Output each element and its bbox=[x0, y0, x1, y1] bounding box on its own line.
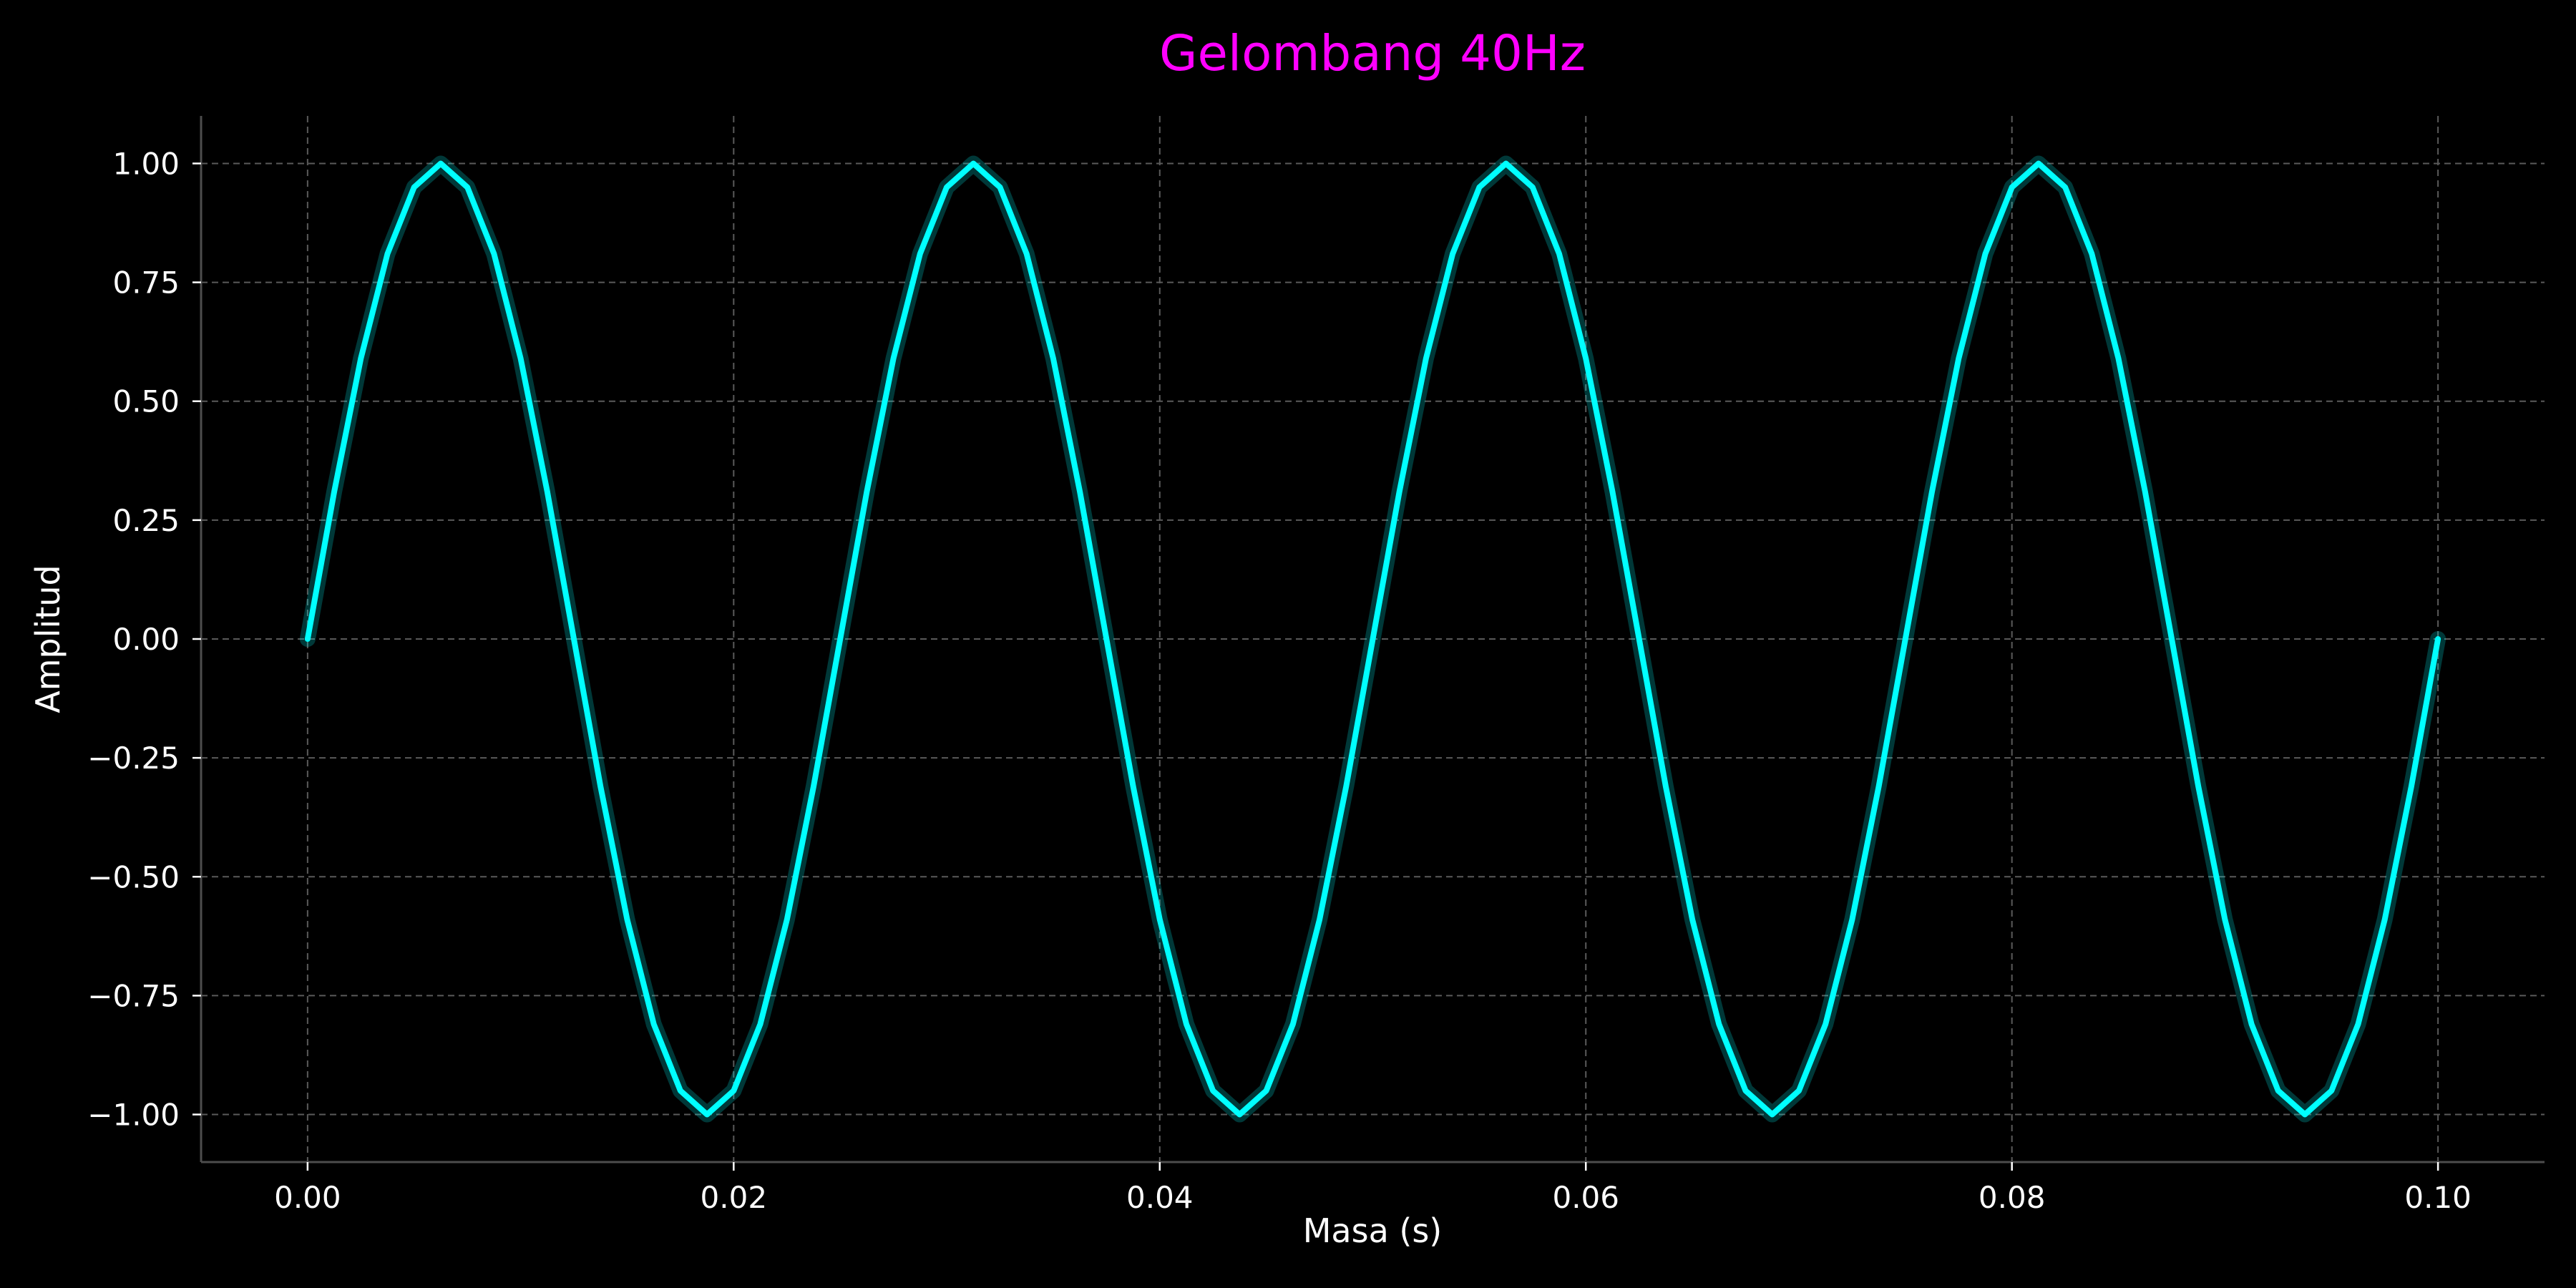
x-tick-label: 0.08 bbox=[1979, 1180, 2046, 1215]
y-tick-label: −0.25 bbox=[87, 741, 180, 776]
x-tick-label: 0.10 bbox=[2404, 1180, 2472, 1215]
y-tick-label: 0.75 bbox=[112, 265, 180, 301]
y-tick-label: −0.75 bbox=[87, 978, 180, 1013]
x-axis-label: Masa (s) bbox=[1303, 1211, 1443, 1250]
y-axis-label: Amplitud bbox=[29, 565, 67, 713]
y-tick-label: 1.00 bbox=[112, 146, 180, 181]
x-tick-label: 0.04 bbox=[1126, 1180, 1194, 1215]
series-line bbox=[304, 160, 2441, 1118]
chart-title: Gelombang 40Hz bbox=[1159, 25, 1586, 82]
y-tick-label: −1.00 bbox=[87, 1098, 180, 1133]
x-tick-label: 0.00 bbox=[274, 1180, 341, 1215]
grid bbox=[201, 116, 2545, 1162]
x-tick-label: 0.02 bbox=[701, 1180, 768, 1215]
y-tick-label: 0.25 bbox=[112, 503, 180, 538]
ticks: 0.00 0.02 0.04 0.06 0.08 0.10 1.00 0.75 0.50 0.25… bbox=[87, 146, 2472, 1215]
y-tick-label: −0.50 bbox=[87, 859, 180, 894]
y-tick-label: 0.50 bbox=[112, 384, 180, 419]
y-tick-label: 0.00 bbox=[112, 622, 180, 657]
x-tick-label: 0.06 bbox=[1552, 1180, 1619, 1215]
series-layer bbox=[299, 155, 2446, 1123]
